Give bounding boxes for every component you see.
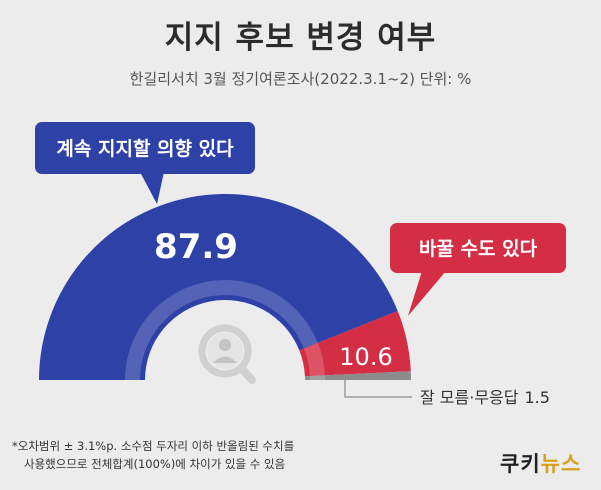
magnifier-person-icon	[198, 324, 256, 384]
footnote-line-1: *오차범위 ± 3.1%p. 소수점 두자리 이하 반올림된 수치를	[12, 439, 295, 453]
legend-label-change: 바꿀 수도 있다	[419, 238, 538, 260]
value-label-unknown: 1.5	[525, 388, 550, 407]
brand-logo: 쿠키뉴스	[500, 448, 581, 478]
legend-label-unknown: 잘 모름·무응답	[420, 388, 519, 407]
page-title: 지지 후보 변경 여부	[164, 20, 437, 56]
callout-keep: 계속 지지할 의향 있다	[35, 122, 255, 204]
slice-inner-ring-change	[303, 342, 325, 376]
slice-inner-ring-unknown	[309, 375, 325, 380]
callout-unknown: 잘 모름·무응답 1.5	[344, 378, 550, 407]
footnote-line-2: 사용했으므로 전체합계(100%)에 차이가 있을 수 있음	[24, 457, 286, 471]
slice-change	[299, 310, 411, 377]
value-label-keep: 87.9	[154, 227, 238, 267]
slice-unknown	[304, 371, 411, 380]
brand-part-1: 쿠키	[500, 452, 541, 476]
callout-change: 바꿀 수도 있다	[390, 223, 566, 316]
footnote: *오차범위 ± 3.1%p. 소수점 두자리 이하 반올림된 수치를 사용했으므…	[12, 437, 294, 473]
slice-inner-ring-keep	[125, 280, 318, 380]
page-subtitle: 한길리서치 3월 정기여론조사(2022.3.1~2) 단위: %	[129, 70, 472, 88]
value-label-change: 10.6	[339, 343, 392, 371]
brand-part-2: 뉴스	[540, 452, 582, 476]
legend-label-keep: 계속 지지할 의향 있다	[56, 137, 234, 160]
